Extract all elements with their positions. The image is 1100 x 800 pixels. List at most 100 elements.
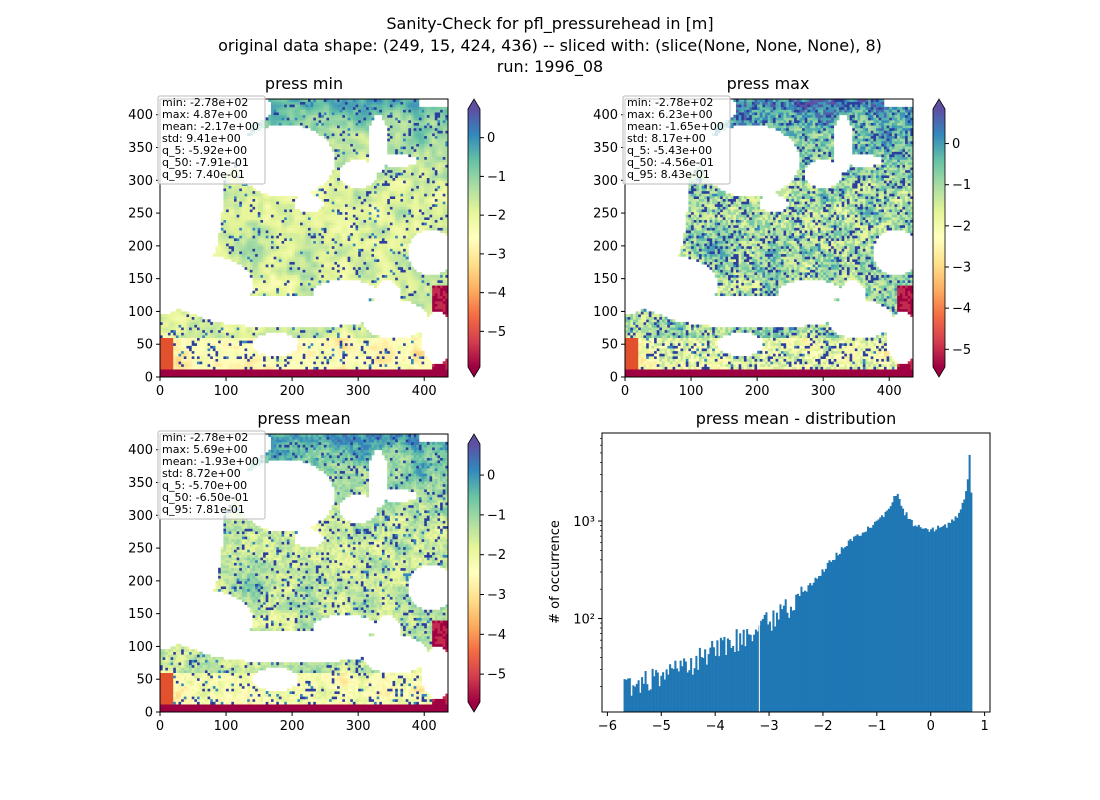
heatmap-cell <box>276 240 280 244</box>
heatmap-cell <box>342 371 346 375</box>
heatmap-cell <box>189 329 193 333</box>
heatmap-cell <box>352 238 356 241</box>
heatmap-cell <box>244 340 248 344</box>
heatmap-cell <box>334 227 338 231</box>
heatmap-cell <box>302 224 306 228</box>
heatmap-cell <box>236 335 240 339</box>
heatmap-cell <box>194 321 198 325</box>
heatmap-cell <box>318 196 322 200</box>
heatmap-cell <box>376 222 380 226</box>
heatmap-cell <box>413 358 417 362</box>
heatmap-cell <box>405 185 409 189</box>
heatmap-cell <box>228 206 232 210</box>
heatmap-cell <box>358 366 362 370</box>
heatmap-cell <box>355 272 359 276</box>
heatmap-cell <box>426 361 430 365</box>
heatmap-cell <box>300 285 304 289</box>
heatmap-cell <box>405 345 409 349</box>
heatmap-cell <box>347 206 351 210</box>
heatmap-cell <box>347 230 351 234</box>
heatmap-cell <box>210 371 214 375</box>
heatmap-cell <box>204 366 208 370</box>
heatmap-cell <box>440 277 444 281</box>
heatmap-cell <box>363 248 367 252</box>
heatmap-cell <box>199 342 203 346</box>
heatmap-cell <box>310 342 314 346</box>
heatmap-cell <box>236 363 240 367</box>
heatmap-cell <box>294 374 298 378</box>
heatmap-cell <box>405 209 409 213</box>
heatmap-cell <box>384 356 388 359</box>
heatmap-cell <box>342 277 346 281</box>
heatmap-cell <box>429 371 433 375</box>
heatmap-cell <box>265 219 269 223</box>
heatmap-cell <box>315 340 319 344</box>
heatmap-cell <box>284 235 288 239</box>
heatmap-cell <box>241 350 245 354</box>
heatmap-cell <box>252 219 256 223</box>
heatmap-cell <box>218 350 222 354</box>
heatmap-cell <box>371 198 375 202</box>
heatmap-cell <box>403 274 407 278</box>
heatmap-cell <box>178 361 182 365</box>
heatmap-cell <box>281 279 285 283</box>
heatmap-cell <box>368 227 372 231</box>
heatmap-cell <box>160 332 163 336</box>
heatmap-cell <box>194 316 198 320</box>
heatmap-cell <box>432 290 436 294</box>
heatmap-cell <box>173 361 177 365</box>
heatmap-cell <box>416 374 420 378</box>
heatmap-cell <box>405 240 409 244</box>
heatmap-cell <box>374 214 378 218</box>
heatmap-cell <box>247 358 251 362</box>
heatmap-cell <box>434 371 438 375</box>
heatmap-cell <box>167 353 171 357</box>
heatmap-cell <box>352 230 356 234</box>
heatmap-cell <box>249 203 253 207</box>
heatmap-cell <box>387 240 391 244</box>
heatmap-cell <box>418 224 422 228</box>
heatmap-cell <box>278 235 282 239</box>
heatmap-cell <box>360 201 364 205</box>
heatmap-cell <box>223 230 227 234</box>
heatmap-cell <box>334 253 338 257</box>
heatmap-cell <box>270 227 274 231</box>
heatmap-cell <box>233 235 237 239</box>
heatmap-cell <box>442 374 446 378</box>
heatmap-cell <box>395 201 399 205</box>
heatmap-cell <box>310 219 314 223</box>
heatmap-cell <box>307 350 311 354</box>
heatmap-cell <box>400 238 404 241</box>
heatmap-cell <box>408 274 412 278</box>
heatmap-cell <box>347 350 351 354</box>
heatmap-cell <box>321 350 325 354</box>
heatmap-cell <box>424 198 428 202</box>
heatmap-cell <box>160 353 163 357</box>
heatmap-cell <box>366 350 370 354</box>
heatmap-cell <box>437 363 441 367</box>
heatmap-cell <box>442 193 446 197</box>
heatmap-cell <box>170 327 174 331</box>
heatmap-cell <box>374 253 378 257</box>
heatmap-cell <box>284 363 288 367</box>
heatmap-cell <box>215 356 219 359</box>
heatmap-cell <box>421 211 425 215</box>
heatmap-cell <box>302 363 306 367</box>
heatmap-cell <box>194 366 198 370</box>
heatmap-cell <box>231 190 235 194</box>
heatmap-cell <box>337 240 341 244</box>
heatmap-cell <box>302 258 306 262</box>
heatmap-cell <box>239 366 243 370</box>
heatmap-cell <box>199 356 203 359</box>
heatmap-cell <box>226 235 230 239</box>
heatmap-cell <box>223 324 227 328</box>
heatmap-cell <box>160 350 163 354</box>
heatmap-cell <box>339 209 343 213</box>
heatmap-cell <box>241 235 245 239</box>
heatmap-cell <box>371 193 375 197</box>
heatmap-cell <box>257 371 261 375</box>
heatmap-cell <box>371 356 375 359</box>
heatmap-cell <box>329 332 333 336</box>
heatmap-cell <box>366 222 370 226</box>
heatmap-cell <box>329 264 333 268</box>
